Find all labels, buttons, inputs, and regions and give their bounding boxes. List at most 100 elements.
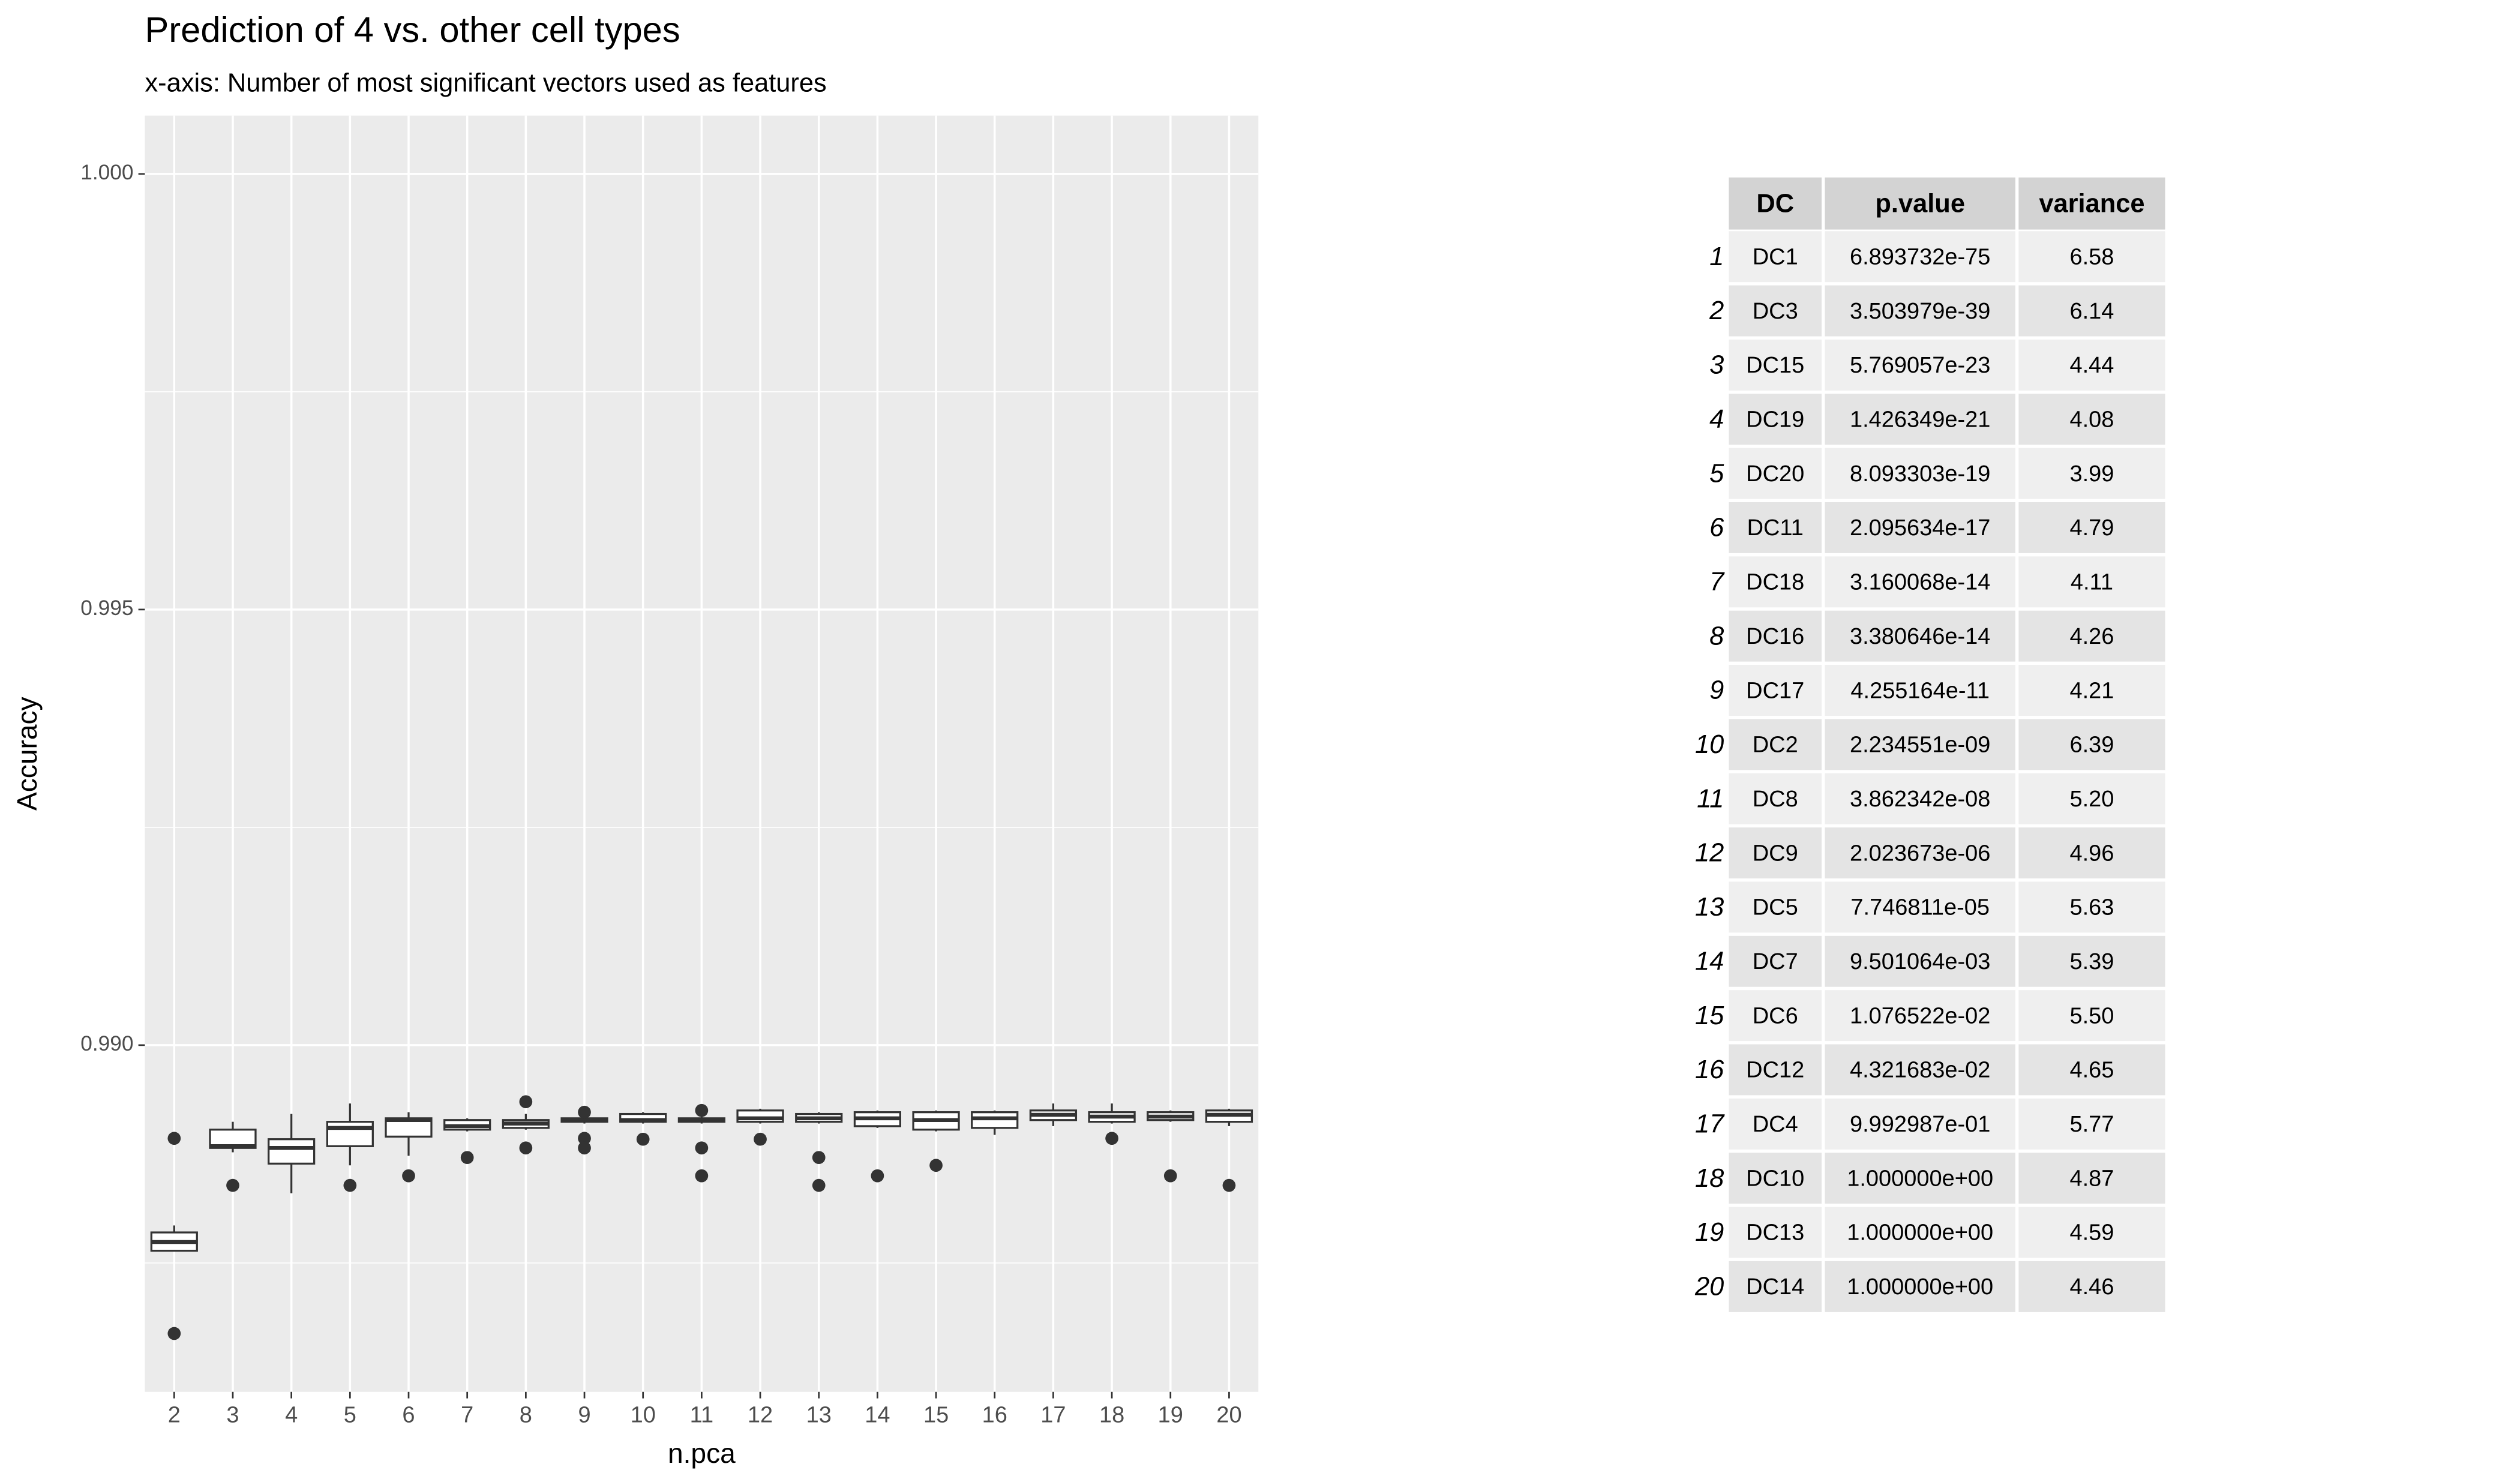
table-cell: [1825, 1207, 2015, 1258]
table-cell-text: 9.992987e-01: [1850, 1112, 1990, 1137]
x-tick-label: 20: [1216, 1402, 1241, 1427]
x-tick-label: 13: [806, 1402, 832, 1427]
table-cell: [1729, 773, 1822, 824]
table-row-index: 13: [1695, 893, 1724, 922]
table-cell-text: 4.96: [2069, 841, 2114, 866]
table-cell-text: 3.160068e-14: [1850, 570, 1990, 595]
table-cell: [1729, 1098, 1822, 1150]
table-cell: [2018, 881, 2165, 933]
table-cell-text: DC10: [1746, 1166, 1804, 1191]
table-cell: [1729, 1207, 1822, 1258]
outlier: [695, 1141, 709, 1155]
table-cell-text: 8.093303e-19: [1850, 461, 1990, 487]
table-cell-text: 9.501064e-03: [1850, 949, 1990, 974]
chart-subtitle: x-axis: Number of most significant vecto…: [145, 69, 826, 98]
table-row-index: 12: [1695, 839, 1724, 868]
table-cell: [1729, 1044, 1822, 1096]
x-tick-label: 12: [748, 1402, 773, 1427]
table-cell-text: DC14: [1746, 1274, 1804, 1300]
table-cell-text: 5.20: [2069, 787, 2114, 812]
table-cell: [1825, 1261, 2015, 1312]
table-cell-text: DC12: [1746, 1058, 1804, 1083]
table-cell: [2018, 610, 2165, 662]
table-header-text: variance: [2039, 189, 2144, 218]
outlier: [578, 1105, 591, 1119]
table-cell: [1729, 1261, 1822, 1312]
table-cell: [2018, 773, 2165, 824]
table-cell-text: 4.321683e-02: [1850, 1058, 1990, 1083]
outlier: [167, 1327, 181, 1340]
table-cell-text: 4.08: [2069, 407, 2114, 433]
chart-title: Prediction of 4 vs. other cell types: [145, 10, 680, 50]
table-cell-text: 1.000000e+00: [1847, 1274, 1993, 1300]
table-cell: [2018, 502, 2165, 553]
table-cell-text: 1.076522e-02: [1850, 1003, 1990, 1028]
table-cell: [1825, 502, 2015, 553]
table-header-cell: [1825, 177, 2015, 230]
outlier: [402, 1169, 415, 1183]
table-row-index: 6: [1709, 514, 1724, 542]
table-cell-text: 4.87: [2069, 1166, 2114, 1191]
outlier: [871, 1169, 884, 1183]
table-cell-text: DC13: [1746, 1220, 1804, 1246]
outlier: [695, 1169, 709, 1183]
table-cell-text: DC5: [1753, 895, 1798, 920]
table-cell: [1729, 556, 1822, 608]
table-header-cell: [1729, 177, 1822, 230]
table-cell-text: 5.63: [2069, 895, 2114, 920]
table-row-index: 17: [1695, 1109, 1725, 1138]
table-cell: [1825, 394, 2015, 445]
table-cell: [1729, 394, 1822, 445]
table-cell-text: 4.26: [2069, 624, 2114, 649]
table-cell-text: 7.746811e-05: [1850, 895, 1990, 920]
table-cell: [2018, 448, 2165, 499]
table-cell-text: DC2: [1753, 733, 1798, 758]
outlier: [812, 1151, 826, 1165]
table-cell-text: 3.862342e-08: [1850, 787, 1990, 812]
table-cell: [1825, 773, 2015, 824]
table-row-index: 8: [1709, 622, 1724, 650]
table-row-index: 1: [1709, 242, 1724, 271]
table-cell: [2018, 1261, 2165, 1312]
table-row-index: 10: [1695, 730, 1724, 759]
table-cell-text: 3.503979e-39: [1850, 299, 1990, 324]
table-cell: [1825, 285, 2015, 337]
outlier: [460, 1151, 474, 1165]
table-cell: [2018, 1044, 2165, 1096]
table-cell-text: DC16: [1746, 624, 1804, 649]
table-cell: [1729, 231, 1822, 283]
table-cell-text: 4.21: [2069, 678, 2114, 703]
x-tick-label: 18: [1099, 1402, 1124, 1427]
outlier: [519, 1095, 533, 1109]
table-cell-text: DC11: [1747, 515, 1804, 541]
table-cell-text: DC7: [1753, 949, 1798, 974]
table-row-index: 15: [1695, 1001, 1724, 1030]
table-cell: [1825, 610, 2015, 662]
table-cell: [1729, 719, 1822, 770]
outlier: [578, 1132, 591, 1145]
table-cell-text: 1.000000e+00: [1847, 1220, 1993, 1246]
table-row-index: 16: [1695, 1055, 1724, 1084]
table-cell-text: DC1: [1753, 244, 1798, 269]
y-tick-label: 0.995: [80, 596, 133, 620]
y-tick-label: 0.990: [80, 1032, 133, 1055]
x-tick-label: 5: [344, 1402, 356, 1427]
table-cell-text: DC3: [1753, 299, 1798, 324]
table-cell: [1729, 448, 1822, 499]
box: [268, 1138, 316, 1165]
table-cell: [1825, 827, 2015, 879]
x-tick-label: 17: [1040, 1402, 1066, 1427]
table-cell: [1825, 231, 2015, 283]
table-row-index: 5: [1709, 459, 1724, 488]
table-cell: [2018, 1098, 2165, 1150]
table-cell-text: 6.39: [2069, 733, 2114, 758]
table-cell: [2018, 990, 2165, 1042]
outlier: [1163, 1169, 1177, 1183]
table-row-index: 3: [1709, 351, 1724, 380]
outlier: [929, 1159, 943, 1172]
y-axis-label: Accuracy: [11, 697, 43, 811]
outlier: [519, 1141, 533, 1155]
table-row-index: 19: [1695, 1218, 1724, 1247]
